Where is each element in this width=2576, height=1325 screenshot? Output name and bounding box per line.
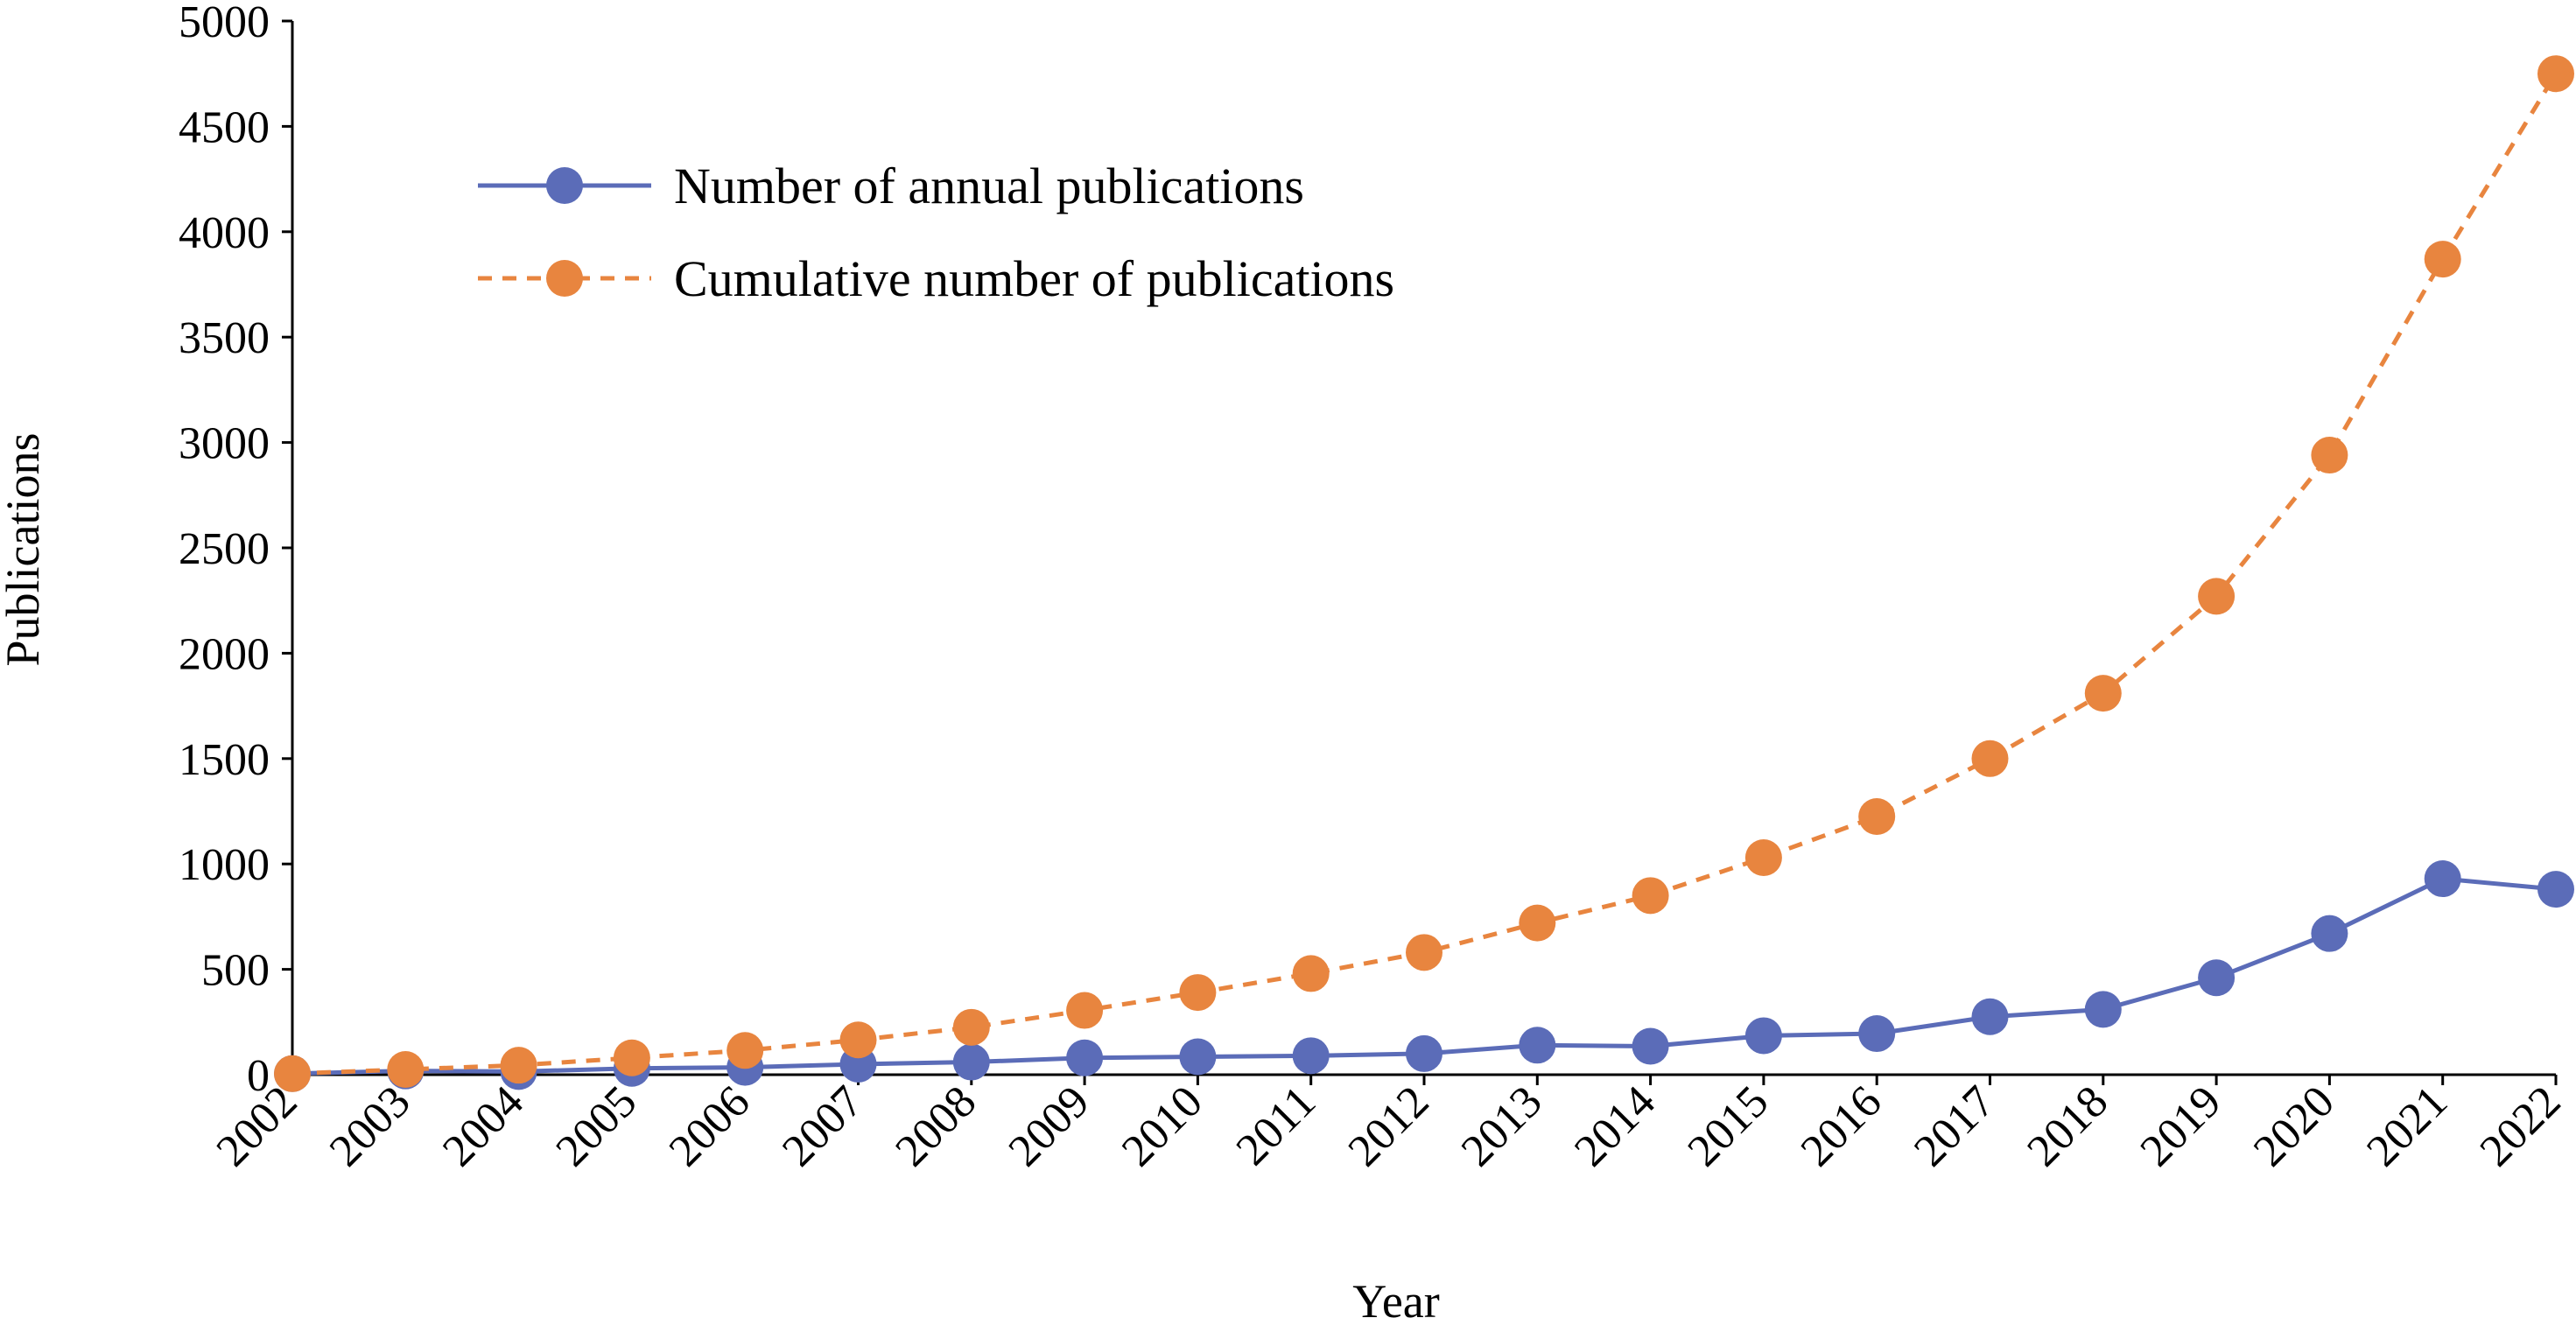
data-point (1858, 1015, 1896, 1053)
data-point (1179, 1038, 1217, 1076)
data-point (1971, 740, 2009, 777)
data-point (274, 1055, 311, 1092)
legend-label: Number of annual publications (674, 158, 1304, 214)
data-point (2537, 871, 2574, 908)
data-point (726, 1032, 764, 1069)
data-point (2198, 959, 2236, 997)
series-layer (274, 55, 2574, 1092)
x-tick-label: 2020 (2244, 1076, 2344, 1176)
data-point (1632, 877, 1669, 915)
legend-marker-swatch (546, 260, 583, 297)
y-tick-label: 500 (201, 946, 270, 996)
x-tick-label: 2003 (320, 1076, 420, 1176)
data-point (1858, 798, 1896, 836)
data-point (1406, 1034, 1442, 1072)
data-point (1519, 1027, 1556, 1064)
y-tick-label: 3000 (179, 419, 270, 469)
data-point (1292, 955, 1330, 992)
data-point (2424, 241, 2461, 278)
x-tick-label: 2010 (1113, 1076, 1212, 1176)
y-tick-label: 2000 (179, 629, 270, 679)
data-point (1744, 838, 1782, 876)
data-point (2311, 915, 2348, 952)
x-tick-label: 2006 (660, 1076, 760, 1176)
data-point (2311, 437, 2348, 474)
data-point (2198, 578, 2236, 615)
x-tick-label: 2011 (1227, 1076, 1325, 1174)
y-tick-label: 5000 (179, 0, 270, 47)
data-point (1519, 904, 1556, 942)
x-tick-label: 2005 (547, 1076, 647, 1176)
y-tick-label: 4500 (179, 102, 270, 152)
x-tick-label: 2013 (1452, 1076, 1552, 1176)
legend: Number of annual publications Cumulative … (478, 158, 1394, 307)
y-tick-label: 1000 (179, 840, 270, 890)
series-2 (274, 55, 2574, 1092)
data-point (500, 1047, 537, 1084)
y-tick-label: 2500 (179, 524, 270, 574)
x-tick-label: 2014 (1565, 1076, 1665, 1176)
legend-marker-swatch (546, 167, 583, 204)
data-point (1744, 1017, 1782, 1055)
x-tick-label: 2008 (886, 1076, 986, 1176)
x-tick-label: 2012 (1339, 1076, 1439, 1176)
y-tick-label: 1500 (179, 735, 270, 785)
legend-item: Number of annual publications (478, 158, 1304, 214)
x-tick-label: 2022 (2471, 1076, 2571, 1176)
data-point (2537, 55, 2574, 93)
y-tick-label: 3500 (179, 313, 270, 363)
x-tick-label: 2019 (2131, 1076, 2231, 1176)
data-point (2084, 675, 2122, 712)
data-point (613, 1039, 650, 1076)
x-tick-label: 2016 (1792, 1076, 1892, 1176)
x-tick-label: 2017 (1905, 1076, 2004, 1176)
series-line (291, 72, 2558, 1076)
x-tick-label: 2009 (1000, 1076, 1099, 1176)
data-point (1066, 1039, 1104, 1076)
data-point (1971, 998, 2009, 1035)
x-tick-label: 2018 (2018, 1076, 2117, 1176)
data-point (1406, 934, 1442, 971)
data-point (952, 1043, 990, 1081)
data-point (952, 1008, 990, 1046)
x-tick-label: 2004 (433, 1076, 533, 1176)
data-point (839, 1021, 877, 1059)
data-point (387, 1050, 425, 1088)
data-point (2084, 991, 2122, 1028)
data-point (1632, 1027, 1669, 1065)
data-point (2424, 860, 2461, 898)
x-tick-label: 2021 (2357, 1076, 2457, 1176)
y-axis-ticks: 0 500 1000 1500 2000 2500 3000 3500 4000 4500 5000 (179, 0, 292, 1101)
y-axis-title: Publications (0, 433, 49, 667)
x-axis-title: Year (1352, 1275, 1440, 1325)
y-tick-label: 4000 (179, 208, 270, 258)
x-tick-label: 2007 (773, 1076, 873, 1176)
x-tick-label: 2015 (1679, 1076, 1779, 1176)
data-point (1292, 1037, 1330, 1075)
data-point (1179, 974, 1217, 1012)
y-tick-label: 0 (247, 1051, 270, 1101)
x-axis-ticks: 2002 2003 2004 2005 2006 2007 2008 2009 2010 2011… (207, 1075, 2571, 1176)
legend-label: Cumulative number of publications (674, 250, 1394, 307)
data-point (1066, 992, 1104, 1029)
legend-item: Cumulative number of publications (478, 250, 1394, 307)
